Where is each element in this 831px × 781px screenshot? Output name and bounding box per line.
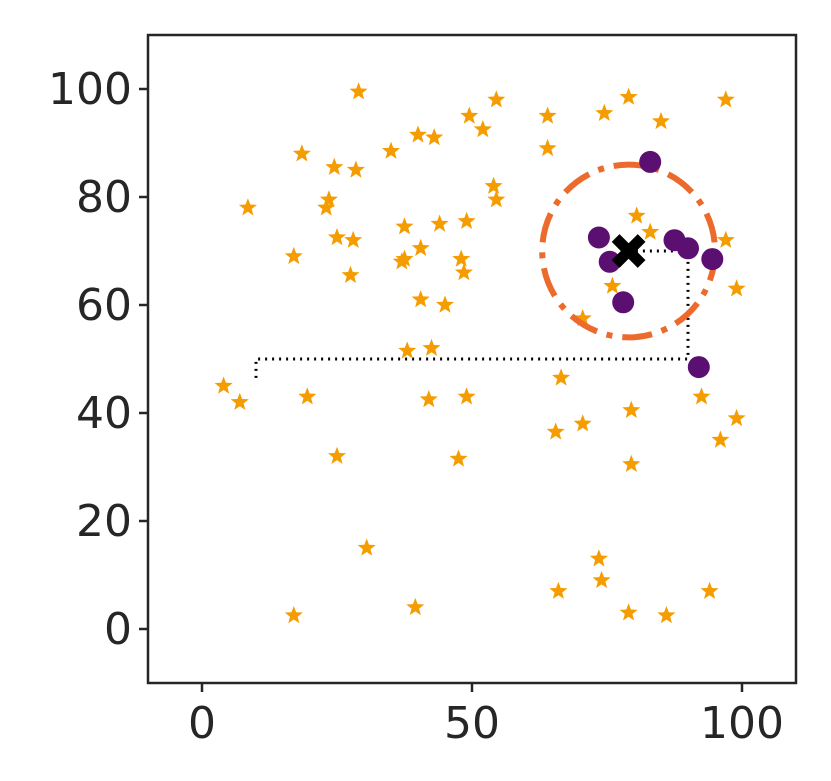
center-x-marker [611,234,646,268]
star-point [457,387,476,405]
star-point [619,87,638,105]
star-point [549,581,568,599]
star-point [327,446,347,464]
star-point [619,603,638,621]
star-point [700,581,719,599]
star-point [716,230,735,248]
star-point [457,211,476,229]
star-point [487,90,506,108]
star-point [727,408,746,427]
star-point [411,290,430,308]
neighbor-point [587,226,610,249]
star-point [692,387,711,405]
star-point [460,106,479,124]
star-point [449,449,468,467]
x-tick-label: 100 [700,698,784,749]
star-point [317,198,336,216]
neighbor-point [687,356,710,379]
star-point [538,106,557,124]
star-point [641,222,660,240]
star-point [425,128,444,146]
star-point [325,157,344,175]
star-point [589,549,608,567]
star-point [298,387,317,405]
star-point [592,570,611,589]
star-point [357,538,376,556]
star-point [346,160,365,178]
y-tick-label: 0 [104,604,132,655]
star-point [627,206,646,224]
star-point [395,217,414,235]
star-point [341,265,360,283]
neighbor-point [639,150,662,173]
star-point [716,90,735,108]
star-point [552,368,571,386]
y-tick-label: 40 [76,388,132,439]
star-point [603,276,622,294]
star-point [411,238,430,256]
star-point [406,597,425,616]
star-point [238,198,257,216]
star-point [573,309,592,327]
star-point [487,190,506,208]
y-tick-label: 20 [76,496,132,547]
star-point [473,120,492,138]
star-point [727,279,746,297]
star-point [408,125,428,143]
star-point [398,341,417,359]
star-point [573,414,592,432]
star-point [435,295,455,313]
y-tick-label: 100 [48,64,132,115]
star-point [381,141,401,159]
star-point [349,82,368,100]
axes: 0 50 100 0 20 40 60 80 100 [48,64,784,749]
star-point [651,111,671,130]
star-point [327,228,347,246]
star-point [452,249,471,267]
x-tick-label: 0 [188,698,216,749]
star-point [711,430,730,448]
neighbor-point [701,248,724,271]
star-point [430,214,449,232]
star-point [230,392,249,410]
star-point [546,422,565,440]
star-point [484,176,503,194]
star-point [622,400,641,418]
star-point [214,376,233,394]
star-point [657,606,676,624]
star-point [622,454,641,472]
star-point [538,138,557,157]
star-point [284,606,303,624]
y-tick-label: 60 [76,280,132,331]
star-point [292,144,311,162]
star-point [284,246,303,265]
star-point [344,230,363,248]
center-x-stroke [611,234,646,268]
star-point [395,249,414,267]
neighbor-point [612,291,635,314]
star-point [454,263,473,281]
x-tick-label: 50 [444,698,500,749]
y-tick-label: 80 [76,172,132,223]
neighbor-point [598,250,621,273]
plot-marks [214,82,746,624]
star-point [595,103,614,121]
star-point [419,390,438,408]
star-point [422,338,441,356]
star-point [319,190,338,208]
neighbor-point [677,237,699,260]
